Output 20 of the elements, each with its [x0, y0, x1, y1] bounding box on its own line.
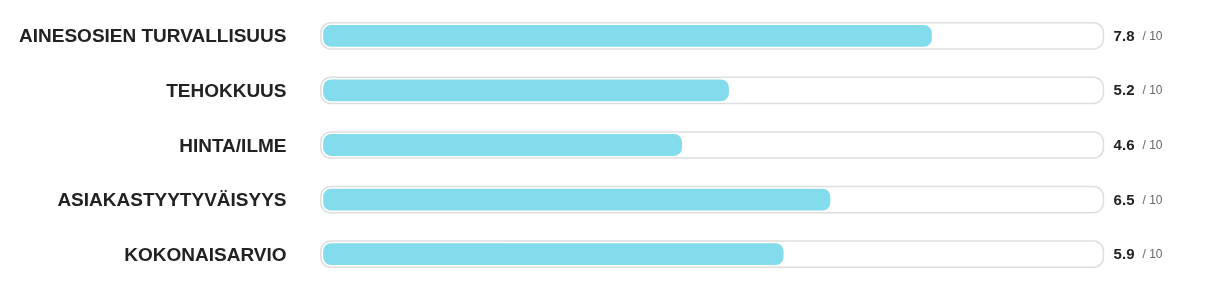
- data-label: 5.9: [1113, 245, 1135, 263]
- y-tick-label: HINTA/ILME: [179, 134, 287, 156]
- data-label: 5.2: [1113, 81, 1135, 99]
- bar: [323, 24, 932, 47]
- data-label: 6.5: [1113, 190, 1135, 208]
- bar: [323, 243, 784, 266]
- data-label: 4.6: [1113, 136, 1135, 153]
- y-tick-label: AINESOSIEN TURVALLISUUS: [19, 25, 287, 47]
- y-tick-label: TEHOKKUUS: [166, 79, 287, 101]
- text: / 10: [1142, 28, 1163, 43]
- text: / 10: [1142, 192, 1163, 207]
- y-tick-label: KOKONAISARVIO: [124, 243, 287, 265]
- bar: [323, 134, 683, 156]
- y-tick-label: ASIAKASTYYTYVÄISYYS: [57, 189, 287, 211]
- bar: [323, 188, 831, 211]
- text: / 10: [1142, 138, 1163, 152]
- text: / 10: [1142, 83, 1163, 98]
- text: / 10: [1142, 247, 1163, 262]
- bar: [323, 79, 729, 102]
- data-label: 7.8: [1113, 26, 1135, 44]
